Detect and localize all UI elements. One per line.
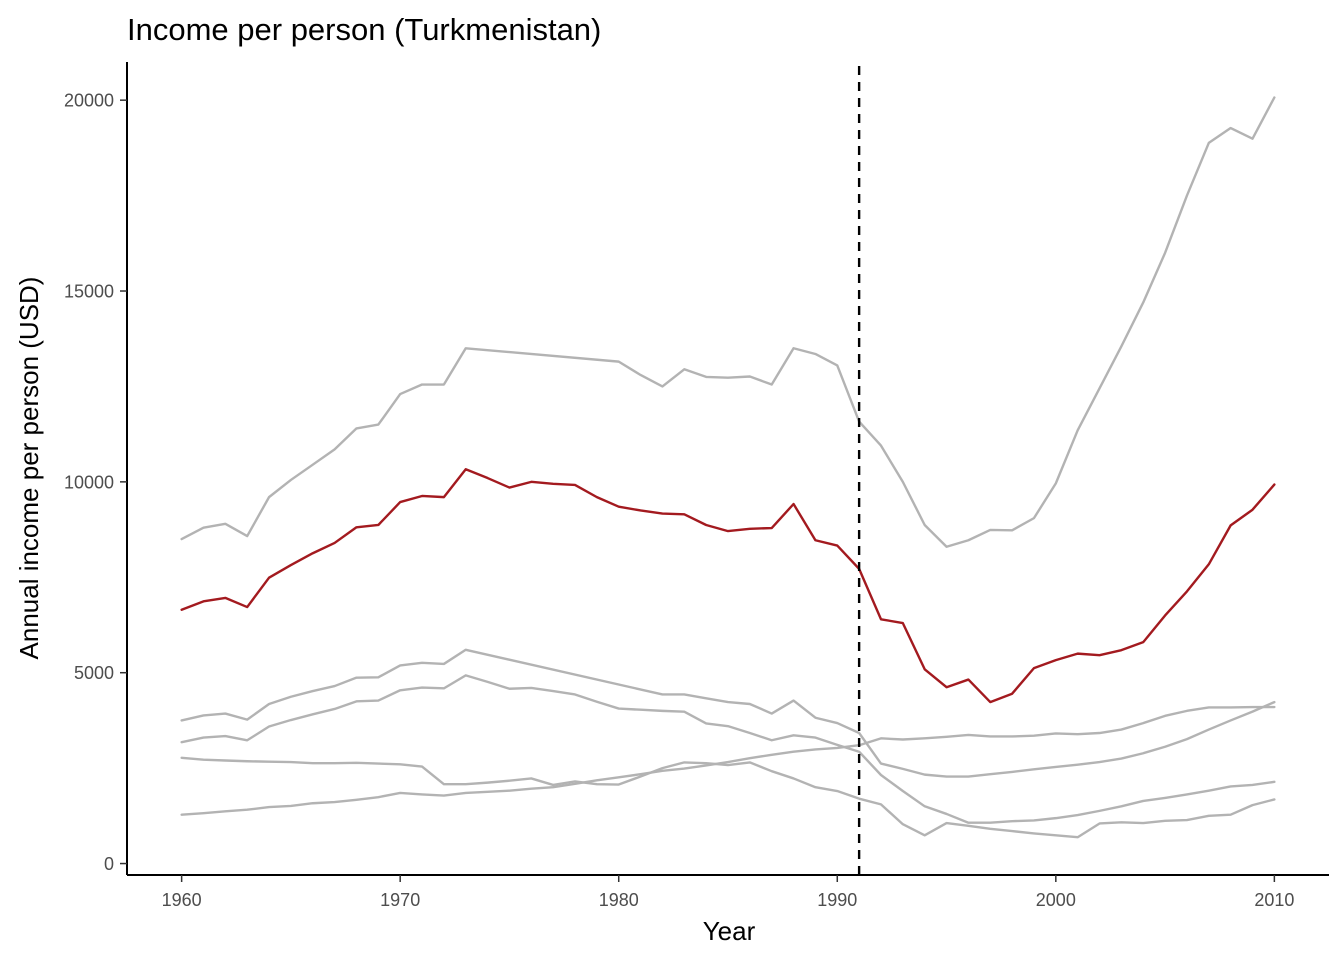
y-tick-label: 5000 [74, 663, 114, 683]
series-line-6 [180, 705, 1276, 816]
y-tick-label: 20000 [64, 91, 114, 111]
y-tick-label: 15000 [64, 282, 114, 302]
x-axis-ticks: 1960 1970 1980 1990 2000 2010 [162, 875, 1294, 910]
series-line-1 [180, 96, 1276, 548]
y-tick-label: 10000 [64, 472, 114, 492]
chart-title: Income per person (Turkmenistan) [127, 12, 601, 47]
y-axis-title: Annual income per person (USD) [14, 277, 44, 660]
x-tick-label: 1990 [817, 890, 857, 910]
x-axis-title: Year [703, 916, 756, 946]
x-tick-label: 2010 [1254, 890, 1294, 910]
x-tick-label: 1970 [380, 890, 420, 910]
series-line-5 [180, 756, 1276, 839]
x-tick-label: 1980 [599, 890, 639, 910]
y-tick-label: 0 [104, 854, 114, 874]
highlighted-series-line [180, 468, 1276, 704]
x-tick-label: 1960 [162, 890, 202, 910]
series-layer [180, 96, 1276, 839]
series-line-3 [180, 648, 1276, 778]
series-line-4 [180, 674, 1276, 824]
y-axis-ticks: 0 5000 10000 15000 20000 [64, 91, 127, 874]
x-tick-label: 2000 [1036, 890, 1076, 910]
